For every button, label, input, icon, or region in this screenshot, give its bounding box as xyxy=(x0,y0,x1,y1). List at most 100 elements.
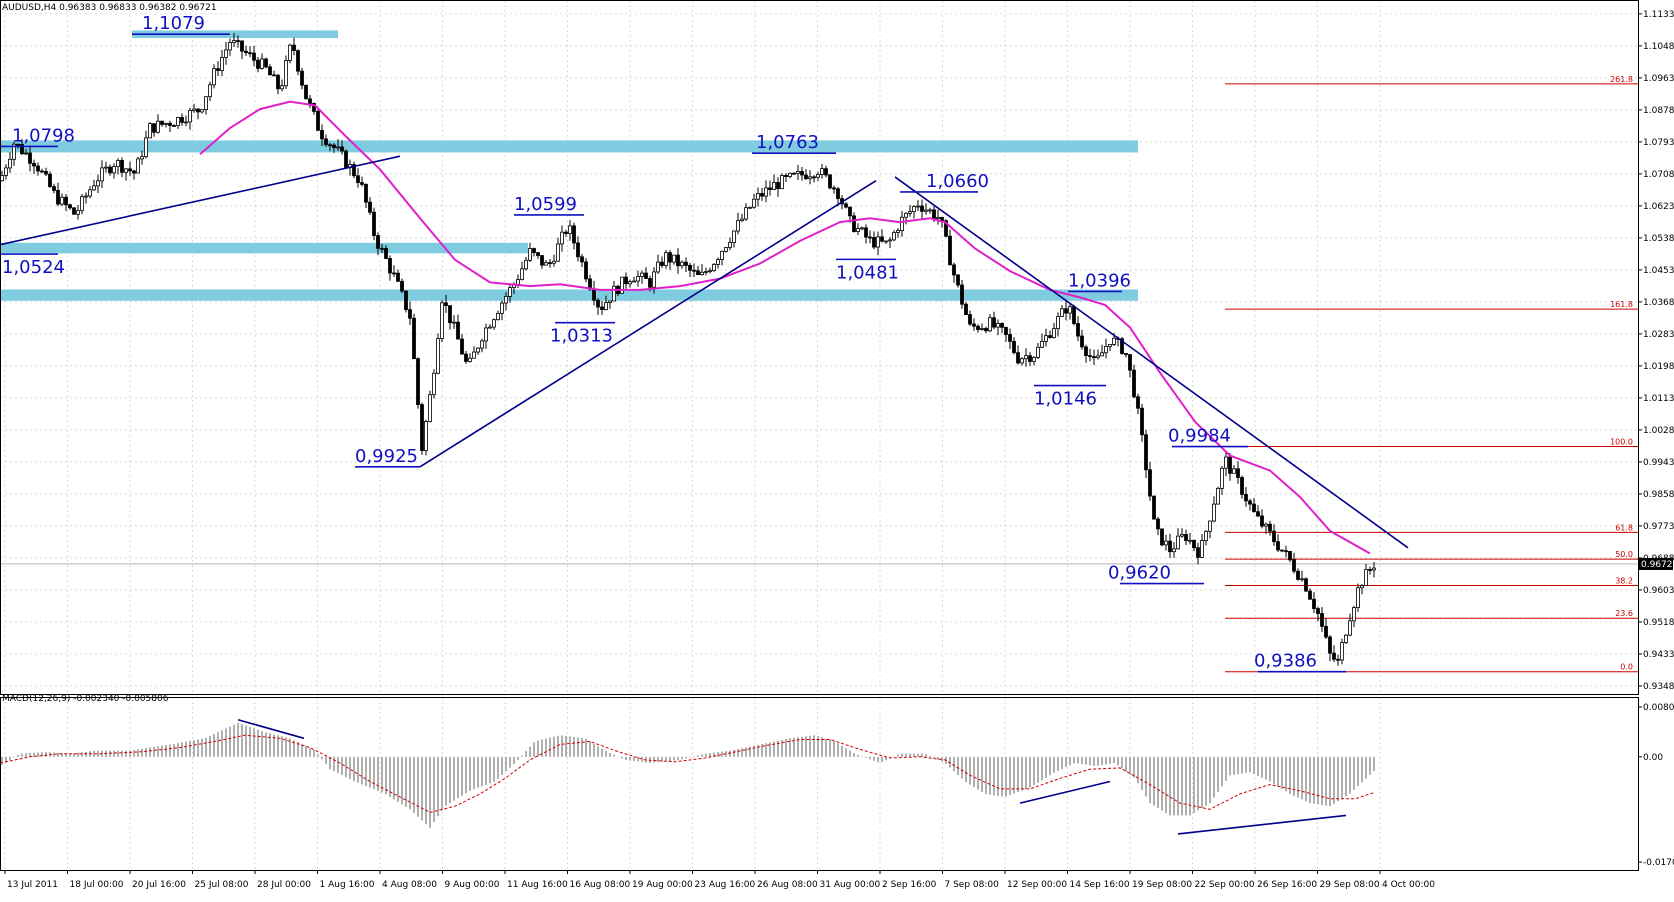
candle-body xyxy=(457,322,460,339)
candle-body xyxy=(1141,408,1144,435)
candle-body xyxy=(681,262,684,266)
candle-body xyxy=(937,217,940,218)
candle-body xyxy=(1277,542,1280,550)
candle-body xyxy=(645,273,648,278)
time-tick-label: 22 Sep 00:00 xyxy=(1195,880,1255,890)
candle-body xyxy=(633,281,636,282)
candle-body xyxy=(557,244,560,261)
candle-body xyxy=(1225,457,1228,468)
candle-body xyxy=(357,176,360,183)
sr-zone xyxy=(0,290,1138,301)
candle-body xyxy=(1369,569,1372,570)
candle-body xyxy=(1057,316,1060,328)
candle-body xyxy=(1353,608,1356,621)
candle-body xyxy=(69,205,72,208)
candle-body xyxy=(749,207,752,208)
candle-body xyxy=(1209,521,1212,531)
current-price-label: 0.96721 xyxy=(1641,560,1674,570)
candle-body xyxy=(1185,534,1188,540)
price-tick-label: 1.01130 xyxy=(1643,394,1674,404)
candle-body xyxy=(5,168,8,176)
candle-body xyxy=(581,257,584,262)
candle-body xyxy=(125,169,128,172)
annotation-label: 1,0599 xyxy=(514,194,577,215)
time-tick-label: 11 Aug 16:00 xyxy=(507,880,568,890)
candle-body xyxy=(669,253,672,262)
candle-body xyxy=(269,67,272,75)
candle-body xyxy=(977,326,980,329)
candle-body xyxy=(225,50,228,58)
candle-body xyxy=(1021,359,1024,363)
annotation-label: 1,0396 xyxy=(1068,270,1131,291)
candle-body xyxy=(385,248,388,258)
macd-title: MACD(12,26,9) -0.002340 -0.005806 xyxy=(2,694,169,704)
candle-body xyxy=(177,117,180,125)
annotation-label: 0,9925 xyxy=(355,446,418,467)
candle-body xyxy=(73,208,76,214)
candle-body xyxy=(925,210,928,211)
candle-body xyxy=(1349,621,1352,635)
candle-body xyxy=(337,147,340,148)
candle-body xyxy=(1113,338,1116,344)
time-tick-label: 26 Sep 16:00 xyxy=(1257,880,1317,890)
candle-body xyxy=(1149,470,1152,496)
candle-body xyxy=(1001,323,1004,327)
candle-body xyxy=(949,236,952,265)
candle-body xyxy=(1061,309,1064,317)
candle-body xyxy=(1337,659,1340,660)
candle-body xyxy=(1153,496,1156,519)
candle-body xyxy=(173,126,176,127)
candle-body xyxy=(197,109,200,112)
candle-body xyxy=(1101,353,1104,356)
price-tick-label: 1.06230 xyxy=(1643,202,1674,212)
candle-body xyxy=(97,181,100,186)
trendline xyxy=(420,181,876,467)
candle-body xyxy=(1069,307,1072,313)
candle-body xyxy=(549,263,552,264)
candle-body xyxy=(769,188,772,190)
candle-body xyxy=(805,175,808,179)
candle-body xyxy=(305,85,308,99)
fib-level-label: 261.8 xyxy=(1610,75,1633,84)
candle-body xyxy=(1265,524,1268,526)
candle-body xyxy=(289,45,292,60)
candle-body xyxy=(981,328,984,329)
candle-body xyxy=(1129,355,1132,371)
price-tick-label: 1.04530 xyxy=(1643,266,1674,276)
candle-body xyxy=(857,229,860,232)
candle-body xyxy=(1289,551,1292,559)
candle-body xyxy=(129,169,132,171)
candle-body xyxy=(921,206,924,211)
moving-average xyxy=(200,102,1370,554)
time-tick-label: 19 Aug 00:00 xyxy=(632,880,693,890)
sr-zone xyxy=(0,140,1138,152)
candle-body xyxy=(529,249,532,261)
candle-body xyxy=(1145,435,1148,470)
candle-body xyxy=(889,240,892,241)
candle-body xyxy=(1177,536,1180,549)
candle-body xyxy=(1077,324,1080,336)
annotation-label: 1,0763 xyxy=(756,132,819,153)
candle-body xyxy=(1037,347,1040,357)
fib-level-label: 38.2 xyxy=(1615,576,1633,585)
candle-body xyxy=(609,301,612,303)
candle-body xyxy=(725,247,728,251)
candle-body xyxy=(1313,599,1316,608)
candle-body xyxy=(661,262,664,265)
candle-body xyxy=(961,285,964,304)
candle-body xyxy=(1365,569,1368,585)
candle-body xyxy=(425,422,428,451)
fib-level-label: 61.8 xyxy=(1615,523,1633,532)
candle-body xyxy=(829,175,832,188)
candle-body xyxy=(721,251,724,259)
candle-body xyxy=(833,188,836,189)
time-tick-label: 28 Jul 00:00 xyxy=(257,880,311,890)
candle-body xyxy=(745,208,748,219)
candle-body xyxy=(345,151,348,168)
candle-body xyxy=(853,216,856,232)
candle-body xyxy=(153,124,156,133)
candle-body xyxy=(101,168,104,181)
candle-body xyxy=(1065,309,1068,313)
